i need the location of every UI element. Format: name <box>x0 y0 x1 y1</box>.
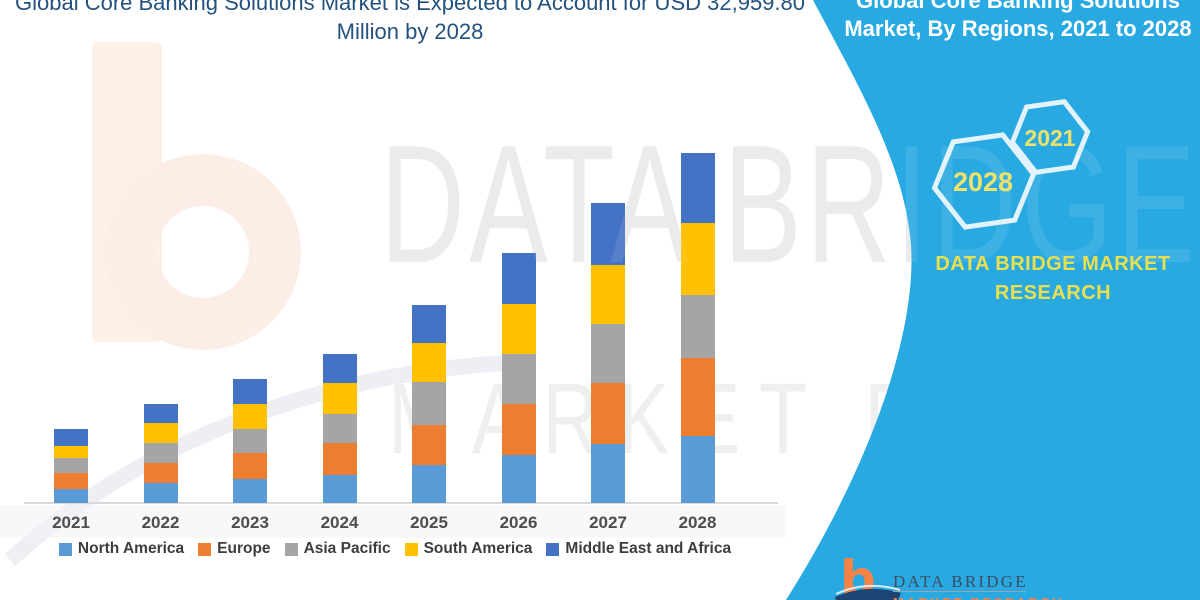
bar-2023-europe <box>233 453 267 479</box>
legend-swatch-middle-east-and-africa <box>546 542 560 556</box>
bar-2023-middle-east-and-africa <box>233 379 267 404</box>
bar-2027 <box>591 203 625 503</box>
bar-2024-middle-east-and-africa <box>322 354 357 383</box>
bar-2026-south-america <box>501 304 536 354</box>
bar-2026-europe <box>501 404 536 455</box>
legend-item-europe: Europe <box>198 540 271 558</box>
bar-2021-south-america <box>54 446 88 458</box>
bar-2023-south-america <box>233 404 267 429</box>
x-axis-label-2021: 2021 <box>52 513 90 532</box>
legend-item-north-america: North America <box>58 540 185 558</box>
side-panel-shape <box>786 0 1200 600</box>
bar-2024 <box>322 354 357 503</box>
x-axis-label-2027: 2027 <box>589 513 627 532</box>
footer-logo-tagline: MARKET RESEARCH <box>893 595 1064 600</box>
legend-item-asia-pacific: Asia Pacific <box>284 540 391 558</box>
bar-2027-europe <box>591 383 625 444</box>
legend-item-middle-east-and-africa: Middle East and Africa <box>546 540 731 558</box>
bar-2024-south-america <box>322 383 357 414</box>
footer-logo-divider <box>893 591 1026 592</box>
bar-2021-middle-east-and-africa <box>54 429 88 446</box>
bar-2022 <box>143 404 178 503</box>
bar-chart: 2021 2022 2023 2024 2025 2026 2027 2028 <box>52 153 717 532</box>
legend-label-asia-pacific: Asia Pacific <box>303 540 391 557</box>
bar-2028 <box>680 153 715 503</box>
bar-2022-europe <box>143 463 178 483</box>
legend-label-europe: Europe <box>217 540 271 557</box>
bar-2026-north-america <box>501 455 536 503</box>
panel-brand-line2: RESEARCH <box>994 282 1112 304</box>
bar-2028-asia-pacific <box>680 295 715 358</box>
bar-2028-middle-east-and-africa <box>680 153 715 223</box>
bar-2028-south-america <box>680 223 715 295</box>
bar-2025-middle-east-and-africa <box>412 305 446 343</box>
x-axis-line <box>24 502 778 504</box>
hexagon-2028-label: 2028 <box>953 167 1013 197</box>
bar-2022-north-america <box>143 483 178 503</box>
hexagon-2021-label: 2021 <box>1024 125 1075 151</box>
b-logo-bowl <box>105 154 301 350</box>
footer-swoosh-highlight <box>835 584 901 595</box>
bar-2023-asia-pacific <box>233 429 267 453</box>
bar-2023 <box>233 379 267 503</box>
bar-2026 <box>501 253 536 503</box>
bar-2021-asia-pacific <box>54 458 88 473</box>
bar-2024-europe <box>322 443 357 475</box>
legend-label-south-america: South America <box>423 540 533 557</box>
panel-brand-text: DATA BRIDGE MARKET RESEARCH <box>903 250 1200 308</box>
bar-2021 <box>54 429 88 503</box>
x-axis-label-2026: 2026 <box>499 513 538 532</box>
footer-swoosh-shape <box>835 588 901 600</box>
bar-2027-south-america <box>591 265 625 324</box>
legend-item-south-america: South America <box>404 540 533 558</box>
bar-2028-north-america <box>680 436 715 503</box>
bar-2021-europe <box>54 473 88 489</box>
bar-2023-north-america <box>233 479 267 503</box>
bar-2025-north-america <box>412 465 446 503</box>
bar-2022-asia-pacific <box>143 443 178 463</box>
bar-2025-south-america <box>412 343 446 382</box>
legend-swatch-asia-pacific <box>284 542 298 556</box>
chart-legend: North America Europe Asia Pacific South Ame… <box>0 540 790 558</box>
x-axis-label-2023: 2023 <box>231 513 269 532</box>
bar-2024-asia-pacific <box>322 414 357 443</box>
chart-title: Global Core Banking Solutions Market is … <box>15 0 805 44</box>
bar-2025-asia-pacific <box>412 382 446 425</box>
bar-2025 <box>412 305 446 503</box>
hexagon-2028 <box>931 132 1037 230</box>
legend-swatch-europe <box>198 542 212 556</box>
x-axis-label-2025: 2025 <box>410 513 448 532</box>
bar-2024-north-america <box>322 475 357 503</box>
bar-2022-south-america <box>143 423 178 443</box>
bar-2027-north-america <box>591 444 625 503</box>
legend-swatch-south-america <box>404 542 418 556</box>
bar-2026-asia-pacific <box>501 354 536 404</box>
bar-2026-middle-east-and-africa <box>501 253 536 304</box>
legend-label-middle-east-and-africa: Middle East and Africa <box>565 540 732 557</box>
bar-2027-middle-east-and-africa <box>591 203 625 265</box>
x-axis-label-2022: 2022 <box>141 513 180 532</box>
footer-logo-name: DATA BRIDGE <box>893 572 1028 591</box>
x-axis-label-2024: 2024 <box>320 513 359 532</box>
legend-swatch-north-america <box>58 542 72 556</box>
bar-2021-north-america <box>54 489 88 503</box>
x-axis-band <box>0 505 785 538</box>
bar-2022-middle-east-and-africa <box>143 404 178 423</box>
side-panel-heading: Global Core Banking Solutions Market, By… <box>844 0 1192 41</box>
bar-2025-europe <box>412 425 446 465</box>
hexagon-2021 <box>1009 99 1091 175</box>
bar-2027-asia-pacific <box>591 324 625 383</box>
bar-2028-europe <box>680 358 715 436</box>
panel-brand-line1: DATA BRIDGE MARKET <box>935 253 1171 275</box>
x-axis-label-2028: 2028 <box>678 513 717 532</box>
legend-label-north-america: North America <box>77 540 185 557</box>
